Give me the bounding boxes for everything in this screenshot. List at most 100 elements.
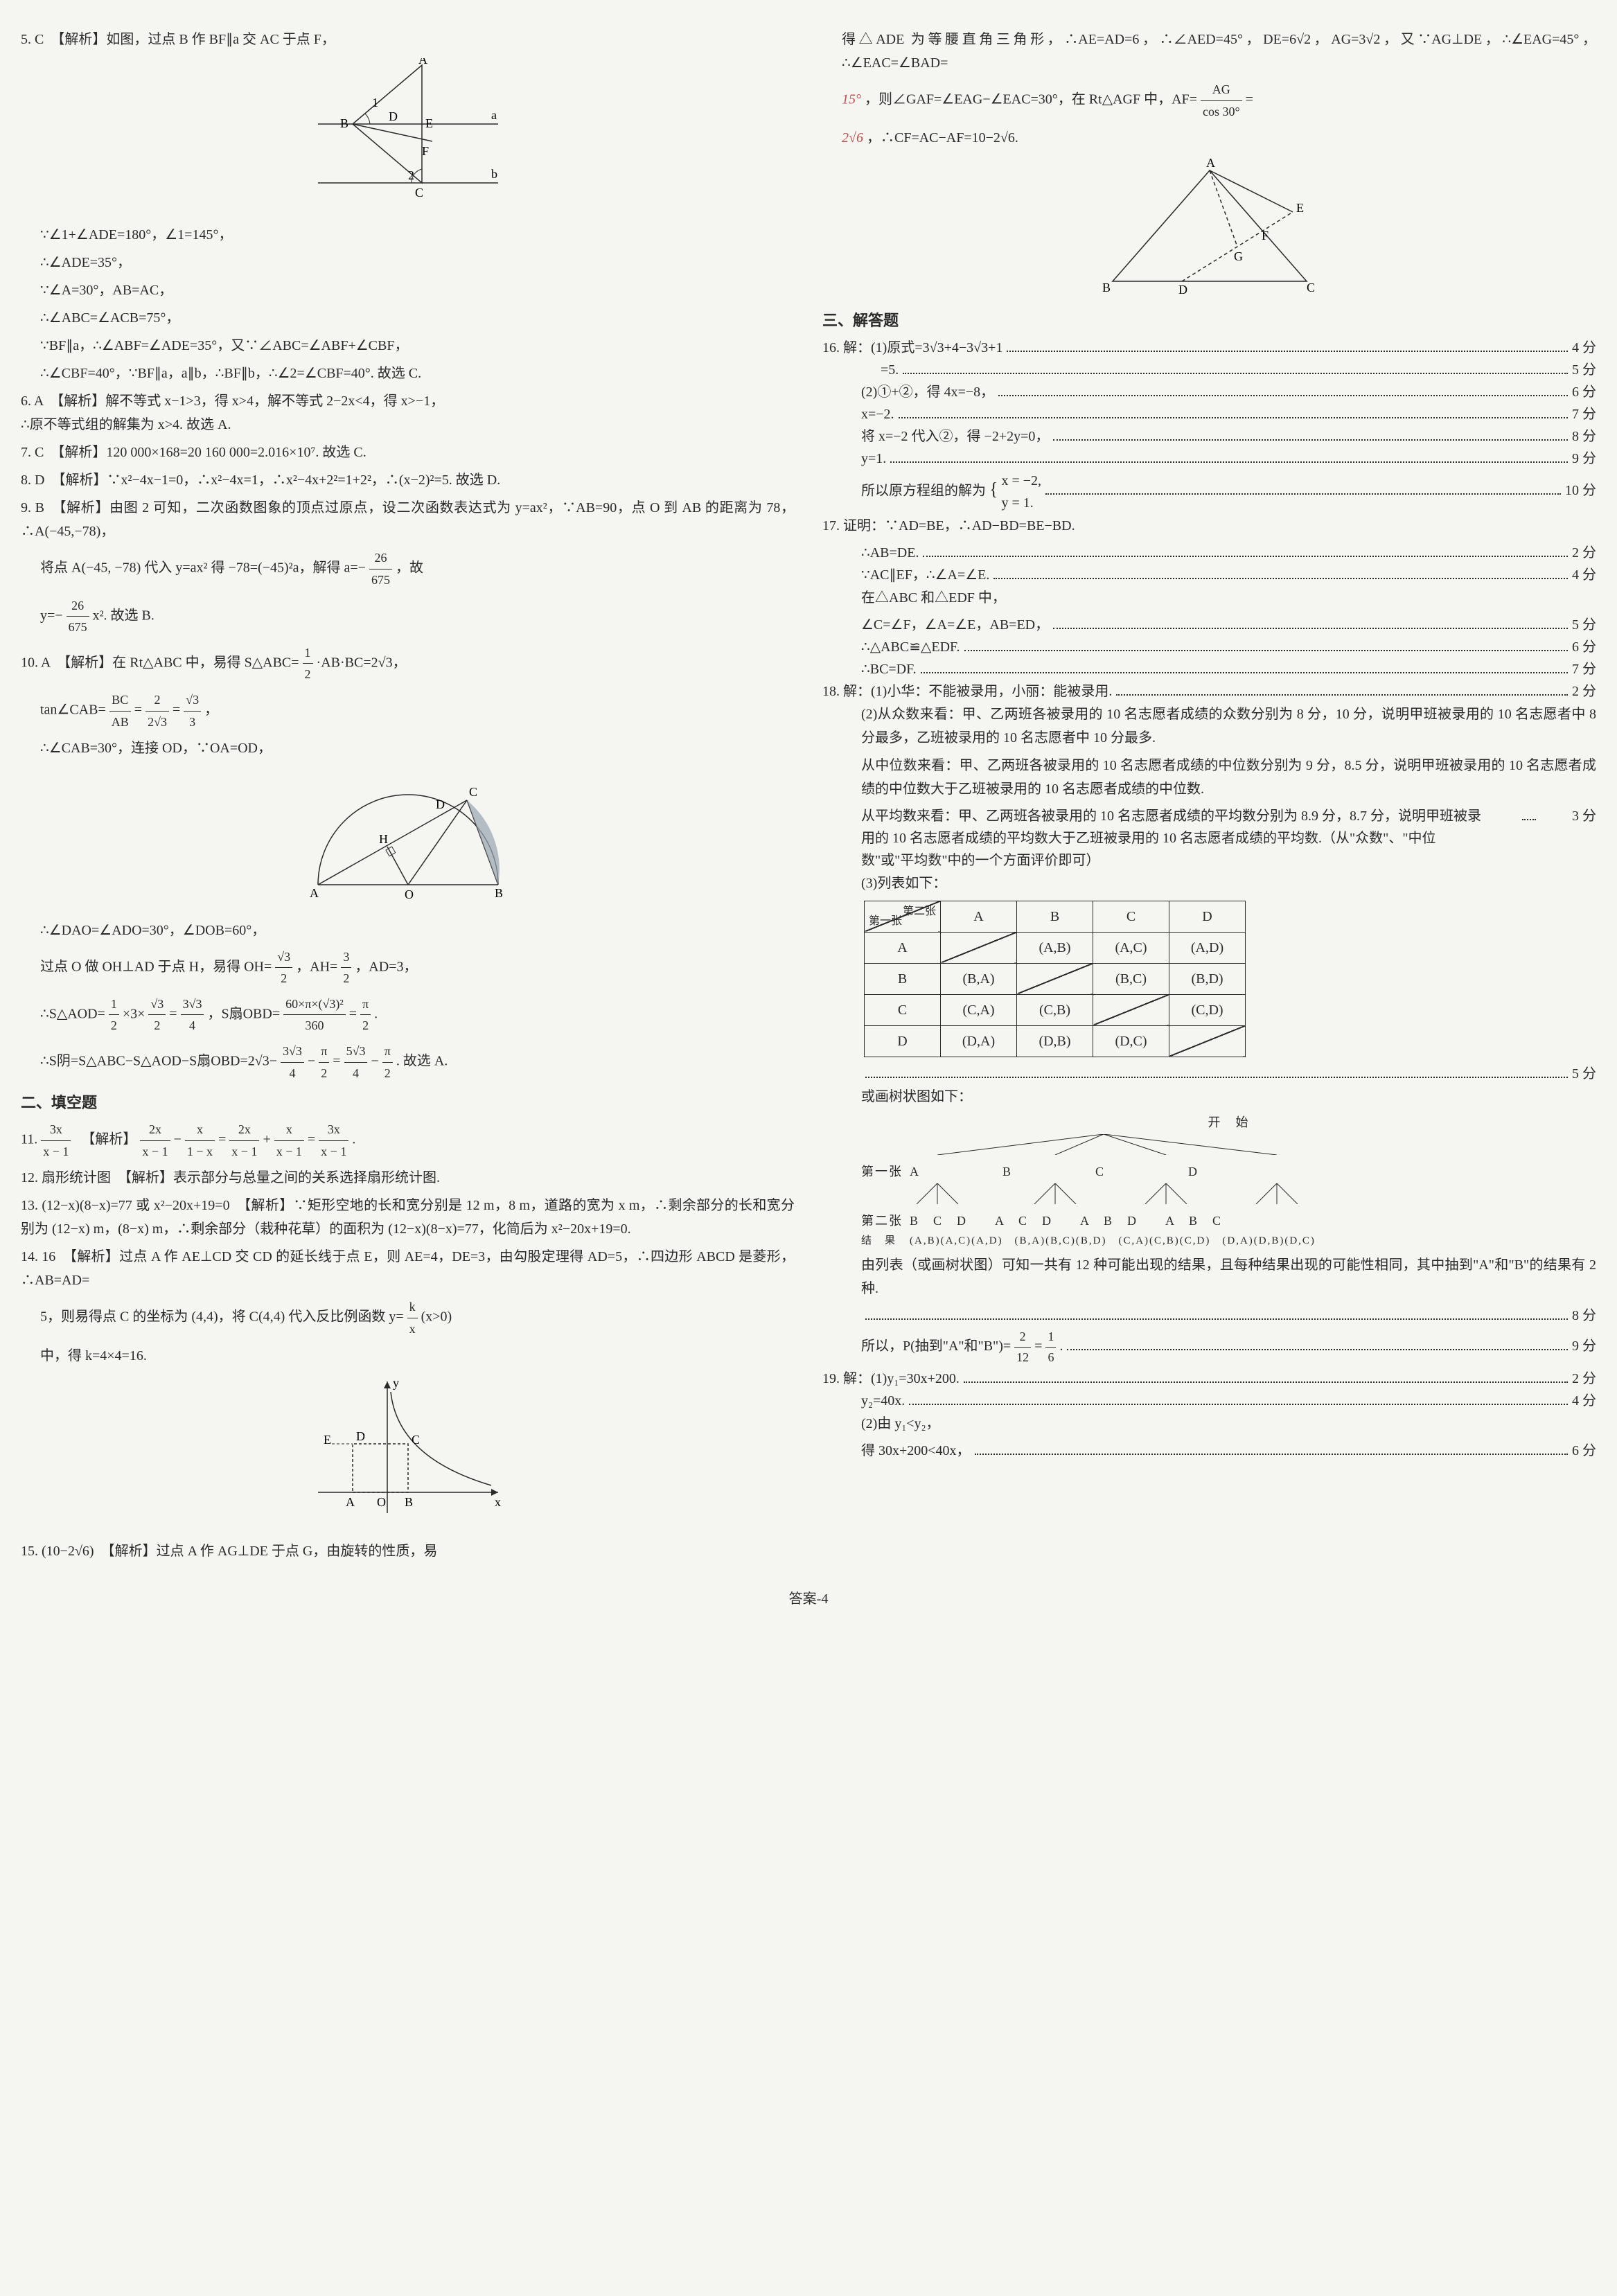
svg-text:G: G (1234, 249, 1243, 263)
q16-l1: 16. 解：(1)原式=3√3+4−3√3+14 分 (822, 337, 1596, 359)
svg-text:B: B (405, 1495, 413, 1509)
q9-frac2: 26675 (67, 595, 89, 638)
q16-l6: y=1.9 分 (822, 448, 1596, 470)
q17-l4: 在△ABC 和△EDF 中， (822, 586, 1596, 610)
q14-frac-kx: kx (407, 1296, 418, 1339)
q19-l1: 19. 解：(1)y₁=30x+200.2 分 (822, 1368, 1596, 1390)
q16-l7a: 所以原方程组的解为 { x = −2, y = 1. (861, 470, 1041, 514)
table-row: A (A,B) (A,C) (A,D) (865, 932, 1246, 963)
q10-frac-32: 32 (341, 946, 351, 989)
q10-l7e: . 故选 A. (396, 1054, 448, 1069)
q18-l9: 所以，P(抽到"A"和"B")= 212 = 16 . 9 分 (822, 1327, 1596, 1368)
q11-c: − (174, 1132, 185, 1147)
q10-l7f2: π2 (319, 1041, 329, 1084)
q10-l3: ∴∠CAB=30°，连接 OD，∵OA=OD， (21, 736, 795, 760)
page-root: 5. C 【解析】如图，过点 B 作 BF∥a 交 AC 于点 F， a b A… (21, 28, 1596, 1567)
q19-l3: (2)由 y₁<y₂， (822, 1412, 1596, 1436)
tree-diagram: 开 始 第一张A B C D 第二张B C D A C D A B D A B … (822, 1113, 1596, 1249)
q10-l7f4: π2 (382, 1041, 393, 1084)
table-row: D (D,A) (D,B) (D,C) (865, 1025, 1246, 1057)
q10-l5c: ，AD=3， (355, 959, 417, 974)
svg-text:D: D (389, 109, 398, 123)
q10-l7b: − (308, 1054, 315, 1069)
col-A: A (941, 901, 1017, 932)
svg-text:B: B (340, 116, 348, 130)
q9-l3b: x². 故选 B. (93, 608, 154, 623)
q11-f3: x1 − x (185, 1119, 215, 1162)
q10-l6a: ∴S△AOD= (40, 1006, 105, 1021)
q15c-l2b: = (1246, 92, 1253, 107)
q15c-frac: AGcos 30° (1201, 79, 1242, 122)
svg-text:O: O (405, 888, 414, 901)
q11-e: + (263, 1132, 274, 1147)
q14-figure: x y A B C D E O (21, 1375, 795, 1533)
q11-f1: 3xx − 1 (41, 1119, 71, 1162)
q11-f: = (308, 1132, 319, 1147)
q9-l3a: y=− (40, 608, 63, 623)
svg-text:x: x (495, 1495, 501, 1509)
q11-f5: xx − 1 (274, 1119, 304, 1162)
q10-l6f1: 12 (109, 994, 119, 1036)
q10-half: 12 (303, 642, 313, 685)
fill-title: 二、填空题 (21, 1090, 795, 1115)
q18-l6: 5 分 (822, 1063, 1596, 1085)
q18-l8p: 8 分 (822, 1305, 1596, 1327)
q9-l2: 将点 A(−45, −78) 代入 y=ax² 得 −78=(−45)²a，解得… (21, 547, 795, 590)
q15c-l3t: ，∴CF=AC−AF=10−2√6. (867, 130, 1018, 145)
q18-l5: (3)列表如下： (822, 872, 1596, 895)
svg-text:E: E (1296, 201, 1304, 215)
svg-text:F: F (1262, 229, 1269, 242)
q14-l2a: 5，则易得点 C 的坐标为 (4,4)，将 C(4,4) 代入反比例函数 y= (40, 1309, 404, 1325)
q11: 11. 3xx − 1 【解析】 2xx − 1 − x1 − x = 2xx … (21, 1119, 795, 1162)
svg-text:C: C (415, 186, 423, 200)
q10-l6f2: √32 (148, 994, 166, 1036)
q9-l2b: ，故 (396, 560, 423, 576)
col-C: C (1093, 901, 1169, 932)
q10-l6: ∴S△AOD= 12 ×3× √32 = 3√34 ，S扇OBD= 60×π×(… (21, 994, 795, 1036)
q10-comma: ， (204, 703, 218, 718)
q10-l4: ∴∠DAO=∠ADO=30°，∠DOB=60°， (21, 919, 795, 942)
q5-l6: ∴∠CBF=40°，∵BF∥a，a∥b，∴BF∥b，∴∠2=∠CBF=40°. … (21, 362, 795, 385)
q18-l7: 或画树状图如下： (822, 1085, 1596, 1109)
q5-l5: ∵BF∥a，∴∠ABF=∠ADE=35°，又∵∠ABC=∠ABF+∠CBF， (21, 334, 795, 357)
q15-figure: A B C D E F G (822, 157, 1596, 301)
hand-2root6: 2√6 (842, 130, 863, 145)
q10-l7c: = (333, 1054, 340, 1069)
svg-text:E: E (324, 1433, 331, 1447)
q11-f6: 3xx − 1 (319, 1119, 348, 1162)
q10-l7f3: 5√34 (344, 1041, 368, 1084)
svg-text:A: A (1206, 157, 1215, 170)
q10-frac-s33: √33 (184, 689, 201, 732)
q11-f2: 2xx − 1 (140, 1119, 170, 1162)
svg-text:D: D (356, 1429, 365, 1443)
svg-text:B: B (495, 886, 503, 900)
q10-l6f5: π2 (360, 994, 371, 1036)
q10-l6c: = (169, 1006, 177, 1021)
q10-l6f4: 60×π×(√3)²360 (283, 994, 346, 1036)
q18-l4: 从平均数来看：甲、乙两班各被录用的 10 名志愿者成绩的平均数分别为 8.9 分… (822, 805, 1596, 872)
q9-frac1: 26675 (369, 547, 392, 590)
table-row: C (C,A) (C,B) (C,D) (865, 994, 1246, 1025)
svg-text:B: B (1102, 281, 1111, 294)
q10-frac-bcab: BCAB (109, 689, 131, 732)
q11-g: . (352, 1132, 355, 1147)
q10-l5: 过点 O 做 OH⊥AD 于点 H，易得 OH= √32 ，AH= 32 ，AD… (21, 946, 795, 989)
q5-l2: ∴∠ADE=35°， (21, 251, 795, 274)
q10-l1: 10. A 【解析】在 Rt△ABC 中，易得 S△ABC= 12 ·AB·BC… (21, 642, 795, 685)
q5-l1: ∵∠1+∠ADE=180°，∠1=145°， (21, 223, 795, 247)
q11-a: 11. (21, 1132, 41, 1147)
col-D: D (1169, 901, 1246, 932)
q17-l3: ∵AC∥EF，∴∠A=∠E.4 分 (822, 564, 1596, 586)
right-column: 得△ADE 为等腰直角三角形，∴AE=AD=6，∴∠AED=45°，DE=6√2… (822, 28, 1596, 1567)
q18-l1: 18. 解：(1)小华：不能被录用，小丽：能被录用.2 分 (822, 680, 1596, 703)
ans-title: 三、解答题 (822, 308, 1596, 333)
q18-table: 第二张 第一张 A B C D A (A,B) (A,C) (A,D) B (B… (864, 901, 1246, 1057)
q5-l4: ∴∠ABC=∠ACB=75°， (21, 306, 795, 330)
q9-l3: y=− 26675 x². 故选 B. (21, 595, 795, 638)
q10-l5a: 过点 O 做 OH⊥AD 于点 H，易得 OH= (40, 959, 272, 974)
q15c-l2: 15° ，则∠GAF=∠EAG−∠EAC=30°，在 Rt△AGF 中，AF= … (822, 79, 1596, 122)
hand-15: 15° (842, 92, 861, 107)
svg-text:C: C (469, 785, 477, 799)
q19-l2: y₂=40x.4 分 (822, 1390, 1596, 1412)
q10-l1b: ·AB·BC=2√3， (317, 655, 407, 670)
